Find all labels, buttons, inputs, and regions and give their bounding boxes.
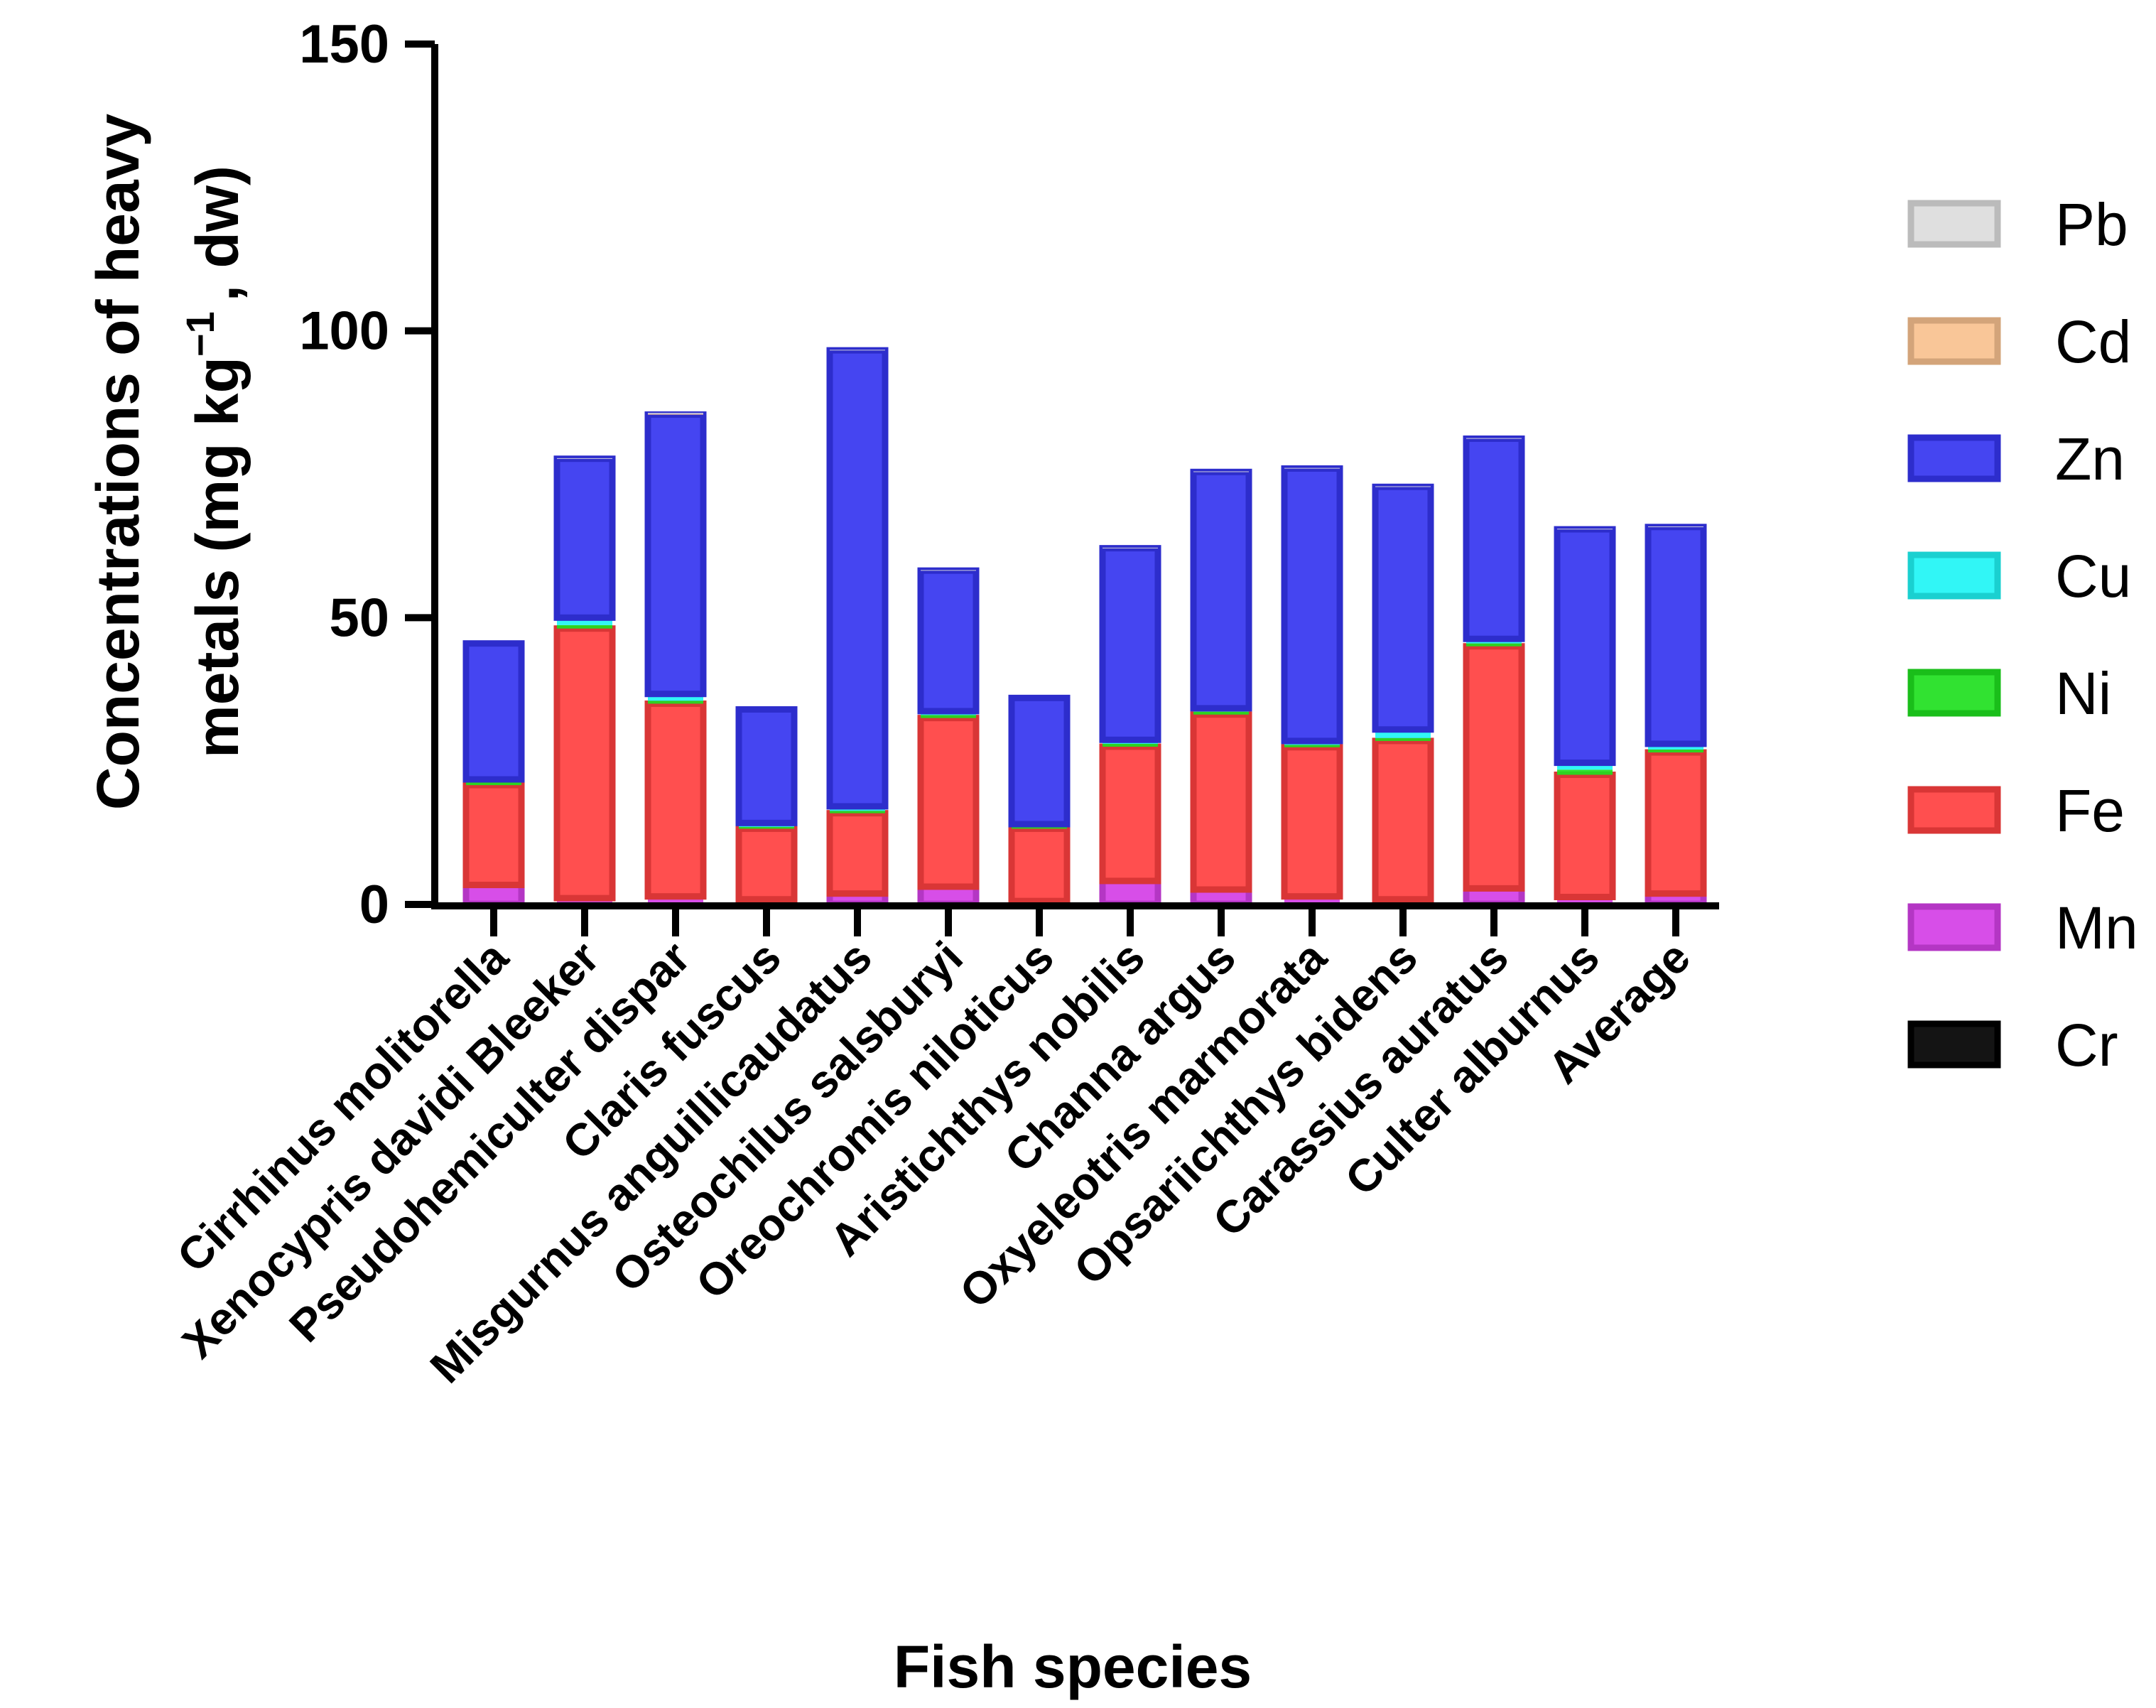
legend-label-pb: Pb [2055,191,2128,258]
legend-swatch-cu [1907,551,2001,600]
bar-zn-2 [644,411,707,698]
legend-swatch-mn [1907,903,2001,951]
bar-cu-12 [1557,762,1613,770]
bar-cd-2 [648,414,703,415]
bar-ni-8 [1193,711,1249,715]
y-ticks: 0 50 100 150 [299,14,435,935]
bar-zn-7 [1099,545,1161,743]
bar-zn-6 [1008,694,1071,828]
bar-ni-5 [921,715,976,718]
bar-fe-8 [1190,711,1252,893]
bar-zn-11 [1463,435,1525,642]
bar-cu-1 [557,617,612,625]
legend: Pb Cd Zn Cu Ni Fe Mn Cr [1907,191,2138,1079]
bar-ni-2 [648,701,703,704]
legend-label-cu: Cu [2055,543,2131,610]
bar-pb-8 [1193,471,1249,472]
legend-swatch-pb [1907,200,2001,248]
bar-cu-2 [648,693,703,701]
bar-pb-1 [557,458,612,459]
bar-fe-2 [644,700,707,900]
bar-pb-13 [1648,526,1703,527]
y-axis-title-line1: Concentrations of heavy [85,114,151,810]
bar-fe-13 [1645,749,1707,897]
bar-fe-7 [1099,743,1161,885]
bar-fe-10 [1372,737,1434,903]
bar-ni-10 [1375,737,1431,741]
legend-swatch-fe [1907,786,2001,834]
bar-fe-11 [1463,643,1525,892]
legend-swatch-cd [1907,317,2001,365]
bar-fe-6 [1008,825,1071,904]
bar-zn-8 [1190,468,1252,712]
bar-zn-0 [462,640,525,783]
bar-zn-5 [917,567,980,715]
bar-ni-9 [1284,745,1340,747]
bar-fe-12 [1554,772,1616,901]
bar-fe-3 [735,825,798,903]
y-axis-title-sup: −1 [178,311,222,357]
bar-fe-9 [1281,744,1343,900]
bar-zn-3 [735,706,798,826]
bar-zn-1 [553,455,616,621]
legend-swatch-zn [1907,434,2001,482]
y-tick-label-150: 150 [299,14,389,75]
bar-pb-2 [648,413,703,414]
bar-mn-12 [1557,897,1613,904]
bar-ni-1 [557,625,612,629]
bar-zn-10 [1372,483,1434,733]
bar-ni-4 [830,811,885,814]
bar-fe-5 [917,715,980,890]
bar-fe-0 [462,782,525,889]
legend-label-mn: Mn [2055,894,2138,961]
bar-mn-9 [1284,896,1340,904]
y-axis-title-post: , dw) [184,166,251,301]
bar-pb-9 [1284,467,1340,469]
bar-fe-4 [826,810,889,897]
legend-swatch-ni [1907,669,2001,717]
bar-ni-6 [1012,827,1067,829]
y-axis-title-line2: metals (mg kg−1 , dw) [178,166,251,758]
y-tick-label-0: 0 [359,875,389,935]
legend-label-fe: Fe [2055,777,2125,844]
bar-pb-11 [1466,438,1522,439]
legend-label-cd: Cd [2055,308,2131,375]
bar-zn-4 [826,347,889,810]
bar-pb-5 [921,570,976,571]
bar-pb-10 [1375,486,1431,487]
bar-ni-11 [1466,643,1522,647]
legend-label-ni: Ni [2055,660,2111,727]
y-tick-label-50: 50 [329,588,389,648]
y-tick-label-100: 100 [299,301,389,362]
x-axis-title: Fish species [894,1633,1252,1700]
legend-label-cr: Cr [2055,1012,2118,1079]
bar-ni-3 [739,827,794,829]
bars-layer [462,347,1707,907]
y-axis-title-pre: metals (mg kg [184,357,251,758]
bar-fe-1 [553,625,616,902]
bar-mn-7 [1099,877,1161,907]
bar-ni-0 [466,782,521,786]
bar-ni-7 [1103,743,1158,747]
legend-label-zn: Zn [2055,426,2125,492]
bar-mn-2 [648,896,703,904]
legend-swatch-cr [1907,1020,2001,1069]
axes-layer [431,44,1719,909]
bar-zn-9 [1281,465,1343,745]
bar-ni-12 [1557,769,1613,775]
bar-zn-12 [1554,526,1616,767]
bar-ni-13 [1648,750,1703,753]
bar-zn-13 [1645,524,1707,747]
